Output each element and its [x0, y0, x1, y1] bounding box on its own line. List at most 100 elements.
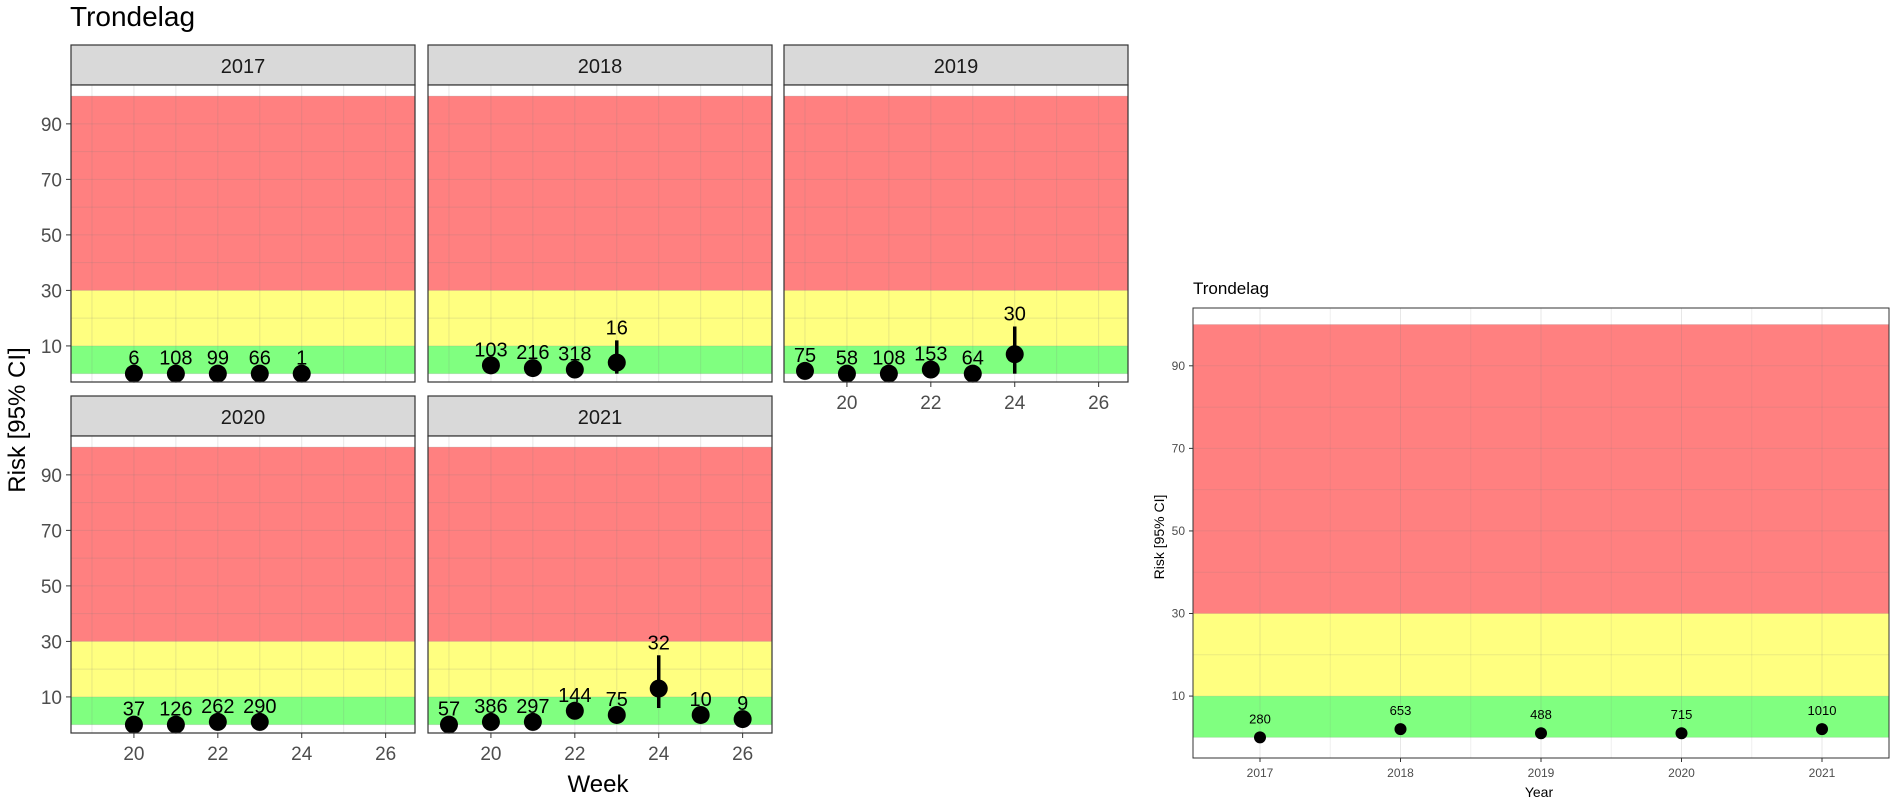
- summary-risk-zone-red: [1193, 324, 1889, 614]
- panel-border: [427, 84, 773, 383]
- summary-y-tick-label: 50: [1172, 524, 1186, 538]
- sample-size-label: 58: [836, 348, 858, 370]
- facet-panel-2017: 2017 6 108 99 66 1 10 30 50 70 90: [41, 44, 416, 383]
- sample-size-label: 216: [516, 342, 549, 364]
- data-point: [879, 364, 898, 383]
- summary-panel: 280 2017 653 2018 488 2019 715 2020 1010 2021 10 30…: [1172, 307, 1890, 780]
- summary-y-tick-label: 70: [1172, 441, 1186, 455]
- panel-border: [783, 84, 1129, 383]
- data-point: [166, 715, 185, 734]
- risk-zone-yellow: [428, 290, 772, 346]
- sample-size-label: 290: [243, 696, 276, 718]
- data-point: [208, 364, 227, 383]
- summary-sample-size-label: 280: [1249, 711, 1271, 726]
- data-point: [733, 710, 752, 729]
- summary-chart-title: Trondelag: [1193, 279, 1269, 298]
- summary-y-tick-label: 90: [1172, 359, 1186, 373]
- sample-size-label: 6: [128, 348, 139, 370]
- y-tick-label: 70: [41, 521, 62, 542]
- data-point: [523, 712, 542, 731]
- summary-sample-size-label: 715: [1671, 707, 1693, 722]
- y-tick-label: 10: [41, 337, 62, 358]
- summary-data-point: [1675, 727, 1688, 740]
- panel-border: [427, 435, 773, 734]
- sample-size-label: 153: [914, 344, 947, 366]
- sample-size-label: 30: [1004, 303, 1026, 325]
- sample-size-label: 99: [207, 348, 229, 370]
- facet-panel-2019: 2019 75 58 108 153 64 30 20 22 24 26: [783, 44, 1129, 414]
- sample-size-label: 10: [690, 689, 712, 711]
- x-tick-label: 20: [123, 744, 144, 765]
- data-point: [208, 712, 227, 731]
- sample-size-label: 318: [558, 344, 591, 366]
- x-tick-label: 20: [480, 744, 501, 765]
- summary-x-tick-label: 2019: [1528, 766, 1555, 780]
- data-point: [124, 364, 143, 383]
- data-point: [124, 715, 143, 734]
- summary-panel-border: [1192, 307, 1890, 759]
- data-point: [166, 364, 185, 383]
- sample-size-label: 1: [296, 348, 307, 370]
- sample-size-label: 144: [558, 685, 591, 707]
- summary-data-point: [1394, 723, 1407, 736]
- data-point: [607, 705, 626, 724]
- sample-size-label: 108: [872, 348, 905, 370]
- facet-strip-label: 2020: [221, 407, 266, 429]
- sample-size-label: 66: [249, 348, 271, 370]
- facet-panel-2020: 2020 37 126 262 290 10 30 50 70 90 20 22 24 26: [41, 395, 416, 765]
- panel-border: [70, 84, 416, 383]
- risk-zone-red: [784, 96, 1128, 291]
- data-point: [963, 364, 982, 383]
- summary-sample-size-label: 653: [1390, 703, 1412, 718]
- data-point: [565, 360, 584, 379]
- data-point: [565, 701, 584, 720]
- sample-size-label: 262: [201, 696, 234, 718]
- facet-panel-2021: 2021 57 386 297 144 75 32 10 9 20 22 24 26: [427, 395, 773, 765]
- x-tick-label: 22: [920, 393, 941, 414]
- facet-strip: [427, 44, 773, 86]
- y-tick-label: 30: [41, 632, 62, 653]
- risk-zone-red: [428, 447, 772, 642]
- y-tick-label: 10: [41, 688, 62, 709]
- risk-zone-yellow: [71, 641, 415, 697]
- sample-size-label: 126: [159, 699, 192, 721]
- risk-zone-yellow: [71, 290, 415, 346]
- risk-zone-red: [71, 96, 415, 291]
- data-point: [250, 712, 269, 731]
- facet-strip: [70, 395, 416, 437]
- y-tick-label: 70: [41, 170, 62, 191]
- facet-strip-label: 2018: [578, 56, 623, 78]
- x-tick-label: 24: [291, 744, 313, 765]
- sample-size-label: 108: [159, 348, 192, 370]
- risk-zone-red: [428, 96, 772, 291]
- risk-zone-red: [71, 447, 415, 642]
- facet-strip-label: 2019: [934, 56, 979, 78]
- sample-size-label: 57: [438, 699, 460, 721]
- y-tick-label: 30: [41, 281, 62, 302]
- x-tick-label: 20: [836, 393, 857, 414]
- data-point: [250, 364, 269, 383]
- panel-border: [70, 435, 416, 734]
- risk-axis-title: Risk [95% CI]: [4, 347, 31, 492]
- facet-strip: [70, 44, 416, 86]
- data-point: [691, 705, 710, 724]
- sample-size-label: 297: [516, 696, 549, 718]
- summary-risk-axis-title: Risk [95% CI]: [1151, 495, 1167, 580]
- y-tick-label: 90: [41, 466, 62, 487]
- summary-x-tick-label: 2018: [1387, 766, 1414, 780]
- x-tick-label: 22: [564, 744, 585, 765]
- y-tick-label: 90: [41, 115, 62, 136]
- sample-size-label: 75: [794, 345, 816, 367]
- summary-y-tick-label: 10: [1172, 689, 1186, 703]
- main-chart-title: Trondelag: [70, 1, 195, 32]
- sample-size-label: 386: [474, 696, 507, 718]
- summary-x-tick-label: 2021: [1809, 766, 1836, 780]
- data-point: [292, 364, 311, 383]
- x-tick-label: 26: [1088, 393, 1109, 414]
- sample-size-label: 75: [606, 689, 628, 711]
- summary-y-tick-label: 30: [1172, 607, 1186, 621]
- sample-size-label: 64: [962, 348, 984, 370]
- facet-strip-label: 2017: [221, 56, 266, 78]
- x-tick-label: 24: [1004, 393, 1026, 414]
